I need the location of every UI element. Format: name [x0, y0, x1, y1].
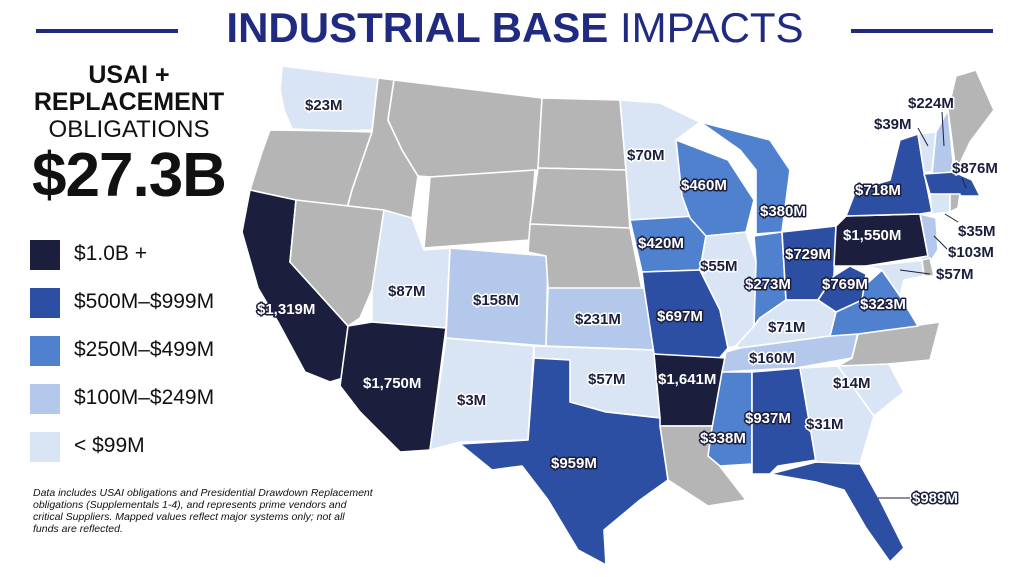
legend-item-500m-999m: $500M–$999M	[30, 288, 260, 318]
label-nh: $224M	[908, 95, 954, 112]
state-fl[interactable]	[769, 461, 905, 563]
label-mn: $70M	[627, 147, 665, 164]
leader-vt	[917, 127, 929, 147]
label-az: $1,750M	[363, 375, 421, 392]
state-az[interactable]	[339, 321, 447, 453]
state-tx[interactable]	[459, 357, 669, 566]
state-mt[interactable]	[387, 79, 543, 178]
state-value-labels: $23M $1,319M $1,750M $87M $158M $3M $959…	[256, 94, 1000, 509]
leader-md	[899, 269, 931, 275]
label-ok: $57M	[588, 371, 626, 388]
title-rule-right	[851, 29, 993, 33]
leader-ct	[944, 213, 959, 223]
label-ca: $1,319M	[257, 301, 315, 318]
label-wi: $460M	[681, 177, 727, 194]
legend-label: < $99M	[74, 434, 145, 457]
state-sd[interactable]	[529, 167, 631, 231]
label-wv: $769M	[822, 276, 868, 293]
legend-label: $100M–$249M	[74, 386, 215, 409]
leader-nh	[941, 111, 945, 147]
legend-swatch	[30, 384, 60, 414]
title-bar: INDUSTRIAL BASE IMPACTS	[0, 2, 1024, 54]
label-ga: $31M	[806, 416, 844, 433]
label-wa: $23M	[305, 97, 343, 114]
state-nd[interactable]	[537, 97, 627, 171]
label-co: $158M	[473, 292, 519, 309]
legend-item-under-99m: < $99M	[30, 432, 260, 462]
label-md: $57M	[936, 266, 974, 283]
label-al: $937M	[745, 410, 791, 427]
label-ma: $876M	[952, 160, 998, 177]
title-light: IMPACTS	[620, 4, 804, 51]
summary-line-3: OBLIGATIONS	[48, 116, 210, 143]
label-pa: $1,550M	[843, 227, 901, 244]
state-mi[interactable]	[699, 121, 791, 235]
label-ky: $71M	[768, 319, 806, 336]
label-ct: $35M	[958, 223, 996, 240]
legend-item-250m-499m: $250M–$499M	[30, 336, 260, 366]
label-ms: $338M	[700, 430, 746, 447]
legend-item-100m-249m: $100M–$249M	[30, 384, 260, 414]
state-wv[interactable]	[817, 265, 867, 313]
label-va: $323M	[860, 296, 906, 313]
label-vt: $39M	[874, 116, 912, 133]
label-sc: $14M	[833, 375, 871, 392]
page-title: INDUSTRIAL BASE IMPACTS	[190, 2, 840, 54]
state-ct[interactable]	[929, 193, 951, 215]
legend-swatch	[30, 288, 60, 318]
legend-swatch	[30, 432, 60, 462]
label-oh: $729M	[785, 246, 831, 263]
legend-label: $250M–$499M	[74, 338, 215, 361]
label-ks: $231M	[575, 311, 621, 328]
title-bold: INDUSTRIAL BASE	[226, 4, 609, 51]
label-fl: $989M	[912, 490, 958, 507]
label-mi: $380M	[760, 203, 806, 220]
summary-line-1: USAI +	[88, 61, 170, 89]
state-wy[interactable]	[423, 169, 536, 249]
label-tn: $160M	[749, 350, 795, 367]
legend-swatch	[30, 336, 60, 366]
label-ar: $1,641M	[658, 371, 716, 388]
label-nj: $103M	[948, 244, 994, 261]
label-nm: $3M	[457, 392, 486, 409]
legend-swatch	[30, 240, 60, 270]
obligations-summary: USAI + REPLACEMENT OBLIGATIONS $27.3B	[20, 62, 238, 208]
summary-total: $27.3B	[32, 141, 227, 210]
label-ia: $420M	[638, 235, 684, 252]
state-ny[interactable]	[845, 133, 933, 217]
legend-item-1b-plus: $1.0B +	[30, 240, 260, 270]
legend-label: $1.0B +	[74, 242, 147, 265]
state-de[interactable]	[921, 257, 935, 277]
leader-nj	[933, 235, 949, 251]
title-rule-left	[36, 29, 178, 33]
state-me[interactable]	[947, 69, 995, 173]
state-nm[interactable]	[429, 337, 535, 451]
label-mo: $697M	[657, 308, 703, 325]
summary-line-2: REPLACEMENT	[33, 88, 225, 116]
label-tx: $959M	[551, 455, 597, 472]
label-in: $273M	[745, 276, 791, 293]
footnote: Data includes USAI obligations and Presi…	[33, 487, 373, 535]
leader-ma	[961, 177, 967, 189]
legend-label: $500M–$999M	[74, 290, 215, 313]
label-il: $55M	[700, 258, 738, 275]
state-ri[interactable]	[949, 193, 961, 213]
label-ny: $718M	[855, 182, 901, 199]
label-ut: $87M	[388, 283, 426, 300]
